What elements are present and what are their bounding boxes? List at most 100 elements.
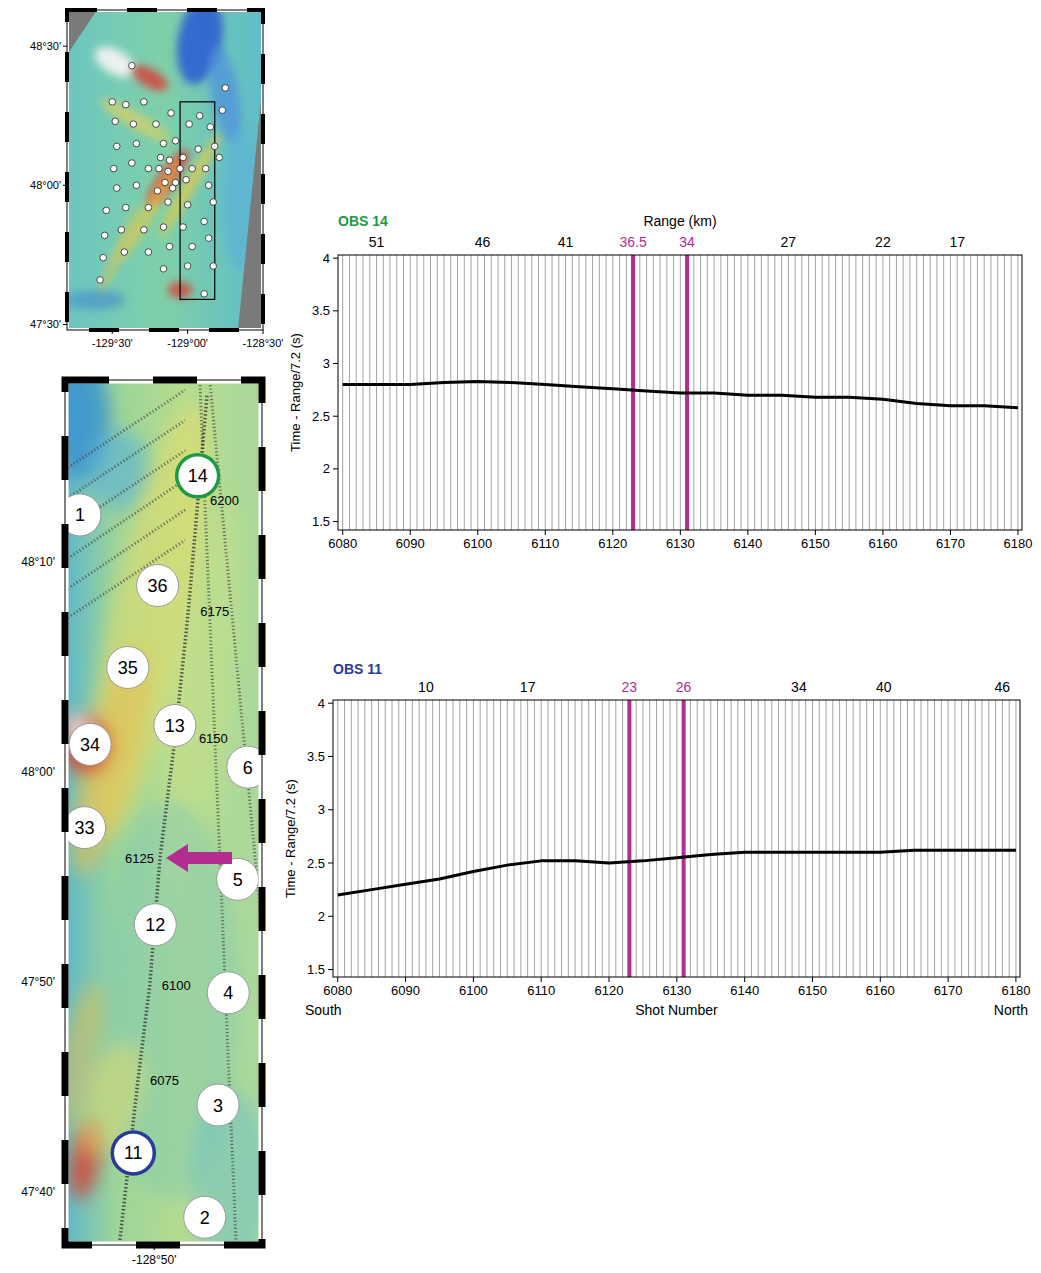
trace (997, 255, 998, 530)
lat-tick (63, 324, 67, 325)
plot-bg (338, 255, 1022, 530)
trace (410, 255, 411, 530)
lon-label: -128°30' (243, 337, 284, 349)
station (123, 101, 130, 108)
trace (362, 255, 363, 530)
panel-title: OBS 11 (333, 661, 382, 677)
trace (466, 700, 467, 977)
shot-track (65, 451, 185, 530)
trace (588, 700, 589, 977)
trace (602, 700, 603, 977)
station (103, 207, 110, 214)
lon-tick (187, 330, 188, 334)
x-tick-label: 6180 (1001, 983, 1030, 998)
relief (128, 60, 172, 96)
trace (812, 700, 813, 977)
trace (595, 700, 596, 977)
trace (349, 255, 350, 530)
station (162, 179, 169, 186)
lat-label: 48°30' (30, 40, 61, 52)
trace (676, 700, 677, 977)
trace (977, 255, 978, 530)
lon-tick (112, 330, 113, 334)
shot-track (65, 420, 185, 499)
trace (599, 255, 600, 530)
trace (376, 255, 377, 530)
x-tick-label: 6120 (598, 536, 627, 551)
y-tick (328, 756, 333, 757)
lat-tick (63, 185, 67, 186)
shot-label: 6100 (162, 978, 191, 993)
obs-circle (137, 565, 179, 607)
x-tick (948, 977, 949, 982)
station (156, 165, 163, 172)
trace (880, 700, 881, 977)
station (166, 157, 173, 164)
trace (642, 700, 643, 977)
x-tick (612, 530, 613, 535)
trace (876, 255, 877, 530)
trace (1009, 700, 1010, 977)
trace (737, 700, 738, 977)
obs-label: 33 (75, 818, 95, 838)
trace (484, 255, 485, 530)
station (183, 176, 190, 183)
trace (423, 255, 424, 530)
trace (459, 700, 460, 977)
trace (923, 255, 924, 530)
trace (859, 700, 860, 977)
station (112, 118, 119, 125)
trace (761, 255, 762, 530)
shot-track (65, 480, 185, 561)
obs-label: 14 (188, 466, 208, 486)
station (141, 227, 148, 234)
range-label: 46 (475, 234, 491, 250)
y-tick (328, 863, 333, 864)
trace (337, 700, 338, 977)
station (210, 199, 217, 206)
range-label: 40 (876, 679, 892, 695)
obs-circle (69, 723, 111, 765)
x-tick-label: 6150 (801, 536, 830, 551)
relief (94, 203, 145, 298)
station (113, 185, 120, 192)
obs-circle (227, 746, 262, 788)
station (97, 277, 104, 284)
station (201, 218, 208, 225)
y-tick (333, 521, 338, 522)
trace (572, 255, 573, 530)
no-data (238, 80, 263, 330)
x-tick (405, 977, 406, 982)
range-label: 22 (875, 234, 891, 250)
station (154, 188, 161, 195)
first-arrival (343, 381, 1018, 407)
plot-area (343, 255, 1018, 530)
trace (446, 700, 447, 977)
station (207, 124, 214, 131)
trace (396, 255, 397, 530)
x-tick-label: 6140 (730, 983, 759, 998)
trace (963, 255, 964, 530)
trace (525, 255, 526, 530)
shot-label: 6075 (150, 1073, 179, 1088)
trace (491, 255, 492, 530)
trace (464, 255, 465, 530)
lat-label: 47°50' (21, 975, 55, 989)
range-label: 34 (679, 234, 695, 250)
trace (565, 255, 566, 530)
trace (889, 255, 890, 530)
trace (622, 700, 623, 977)
trace (619, 255, 620, 530)
station (165, 199, 172, 206)
x-tick-label: 6100 (463, 536, 492, 551)
station (145, 204, 152, 211)
trace (887, 700, 888, 977)
trace (936, 255, 937, 530)
obs-circle (217, 858, 259, 900)
trace (731, 700, 732, 977)
obs-circle (112, 1132, 154, 1174)
x-tick (747, 530, 748, 535)
y-tick-label: 3 (318, 802, 325, 817)
lon-label: -128°50' (132, 1253, 176, 1267)
trace (344, 700, 345, 977)
